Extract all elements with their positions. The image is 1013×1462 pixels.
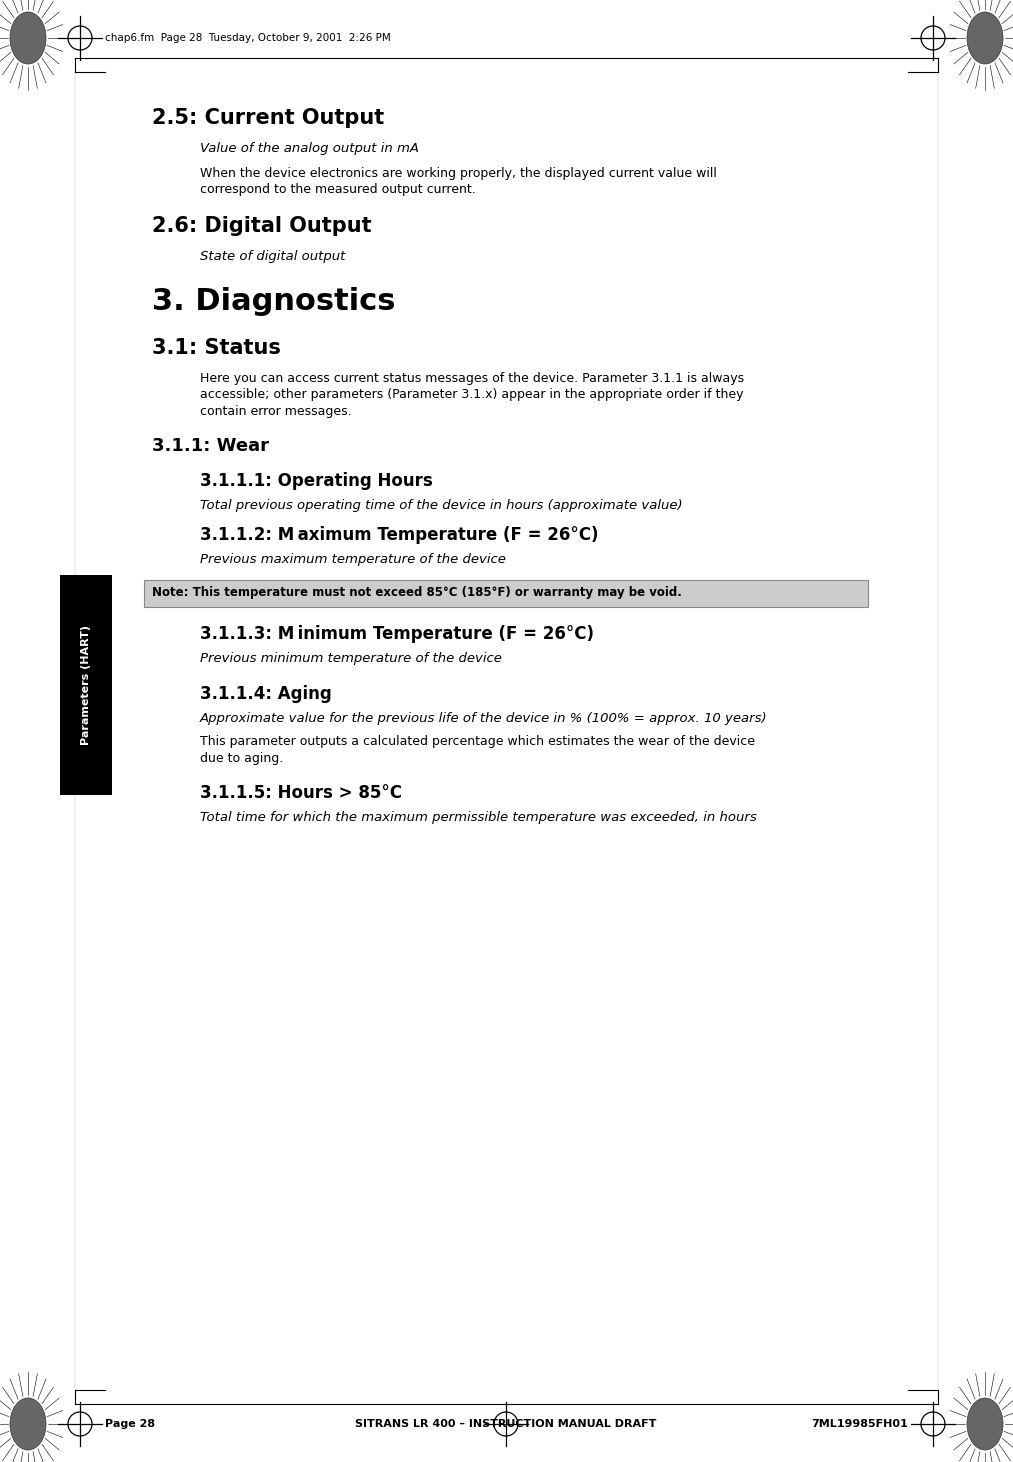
Ellipse shape: [967, 1398, 1003, 1450]
Text: Here you can access current status messages of the device. Parameter 3.1.1 is al: Here you can access current status messa…: [200, 371, 745, 385]
Text: When the device electronics are working properly, the displayed current value wi: When the device electronics are working …: [200, 167, 717, 180]
Text: chap6.fm  Page 28  Tuesday, October 9, 2001  2:26 PM: chap6.fm Page 28 Tuesday, October 9, 200…: [105, 34, 391, 42]
Text: SITRANS LR 400 – INSTRUCTION MANUAL DRAFT: SITRANS LR 400 – INSTRUCTION MANUAL DRAF…: [356, 1420, 656, 1428]
Ellipse shape: [10, 12, 46, 64]
Text: 3.1.1.1: Operating Hours: 3.1.1.1: Operating Hours: [200, 472, 433, 490]
Text: due to aging.: due to aging.: [200, 751, 284, 765]
Text: 3.1.1.3: M inimum Temperature (F = 26°C): 3.1.1.3: M inimum Temperature (F = 26°C): [200, 624, 594, 643]
Bar: [144, 580, 868, 607]
Ellipse shape: [10, 1398, 46, 1450]
Text: 2.5: Current Output: 2.5: Current Output: [152, 108, 384, 129]
Text: Page 28: Page 28: [105, 1420, 155, 1428]
Text: 3.1.1.4: Aging: 3.1.1.4: Aging: [200, 686, 331, 703]
Text: Value of the analog output in mA: Value of the analog output in mA: [200, 142, 419, 155]
Text: Previous maximum temperature of the device: Previous maximum temperature of the devi…: [200, 553, 505, 566]
Text: This parameter outputs a calculated percentage which estimates the wear of the d: This parameter outputs a calculated perc…: [200, 735, 755, 749]
Text: 7ML19985FH01: 7ML19985FH01: [811, 1420, 908, 1428]
Text: contain error messages.: contain error messages.: [200, 405, 352, 418]
Text: 3.1.1.5: Hours > 85°C: 3.1.1.5: Hours > 85°C: [200, 784, 402, 803]
Text: Parameters (HART): Parameters (HART): [81, 624, 91, 746]
Text: State of digital output: State of digital output: [200, 250, 345, 263]
Text: 3.1.1: Wear: 3.1.1: Wear: [152, 437, 269, 455]
Text: Note: This temperature must not exceed 85°C (185°F) or warranty may be void.: Note: This temperature must not exceed 8…: [152, 586, 682, 599]
Ellipse shape: [967, 12, 1003, 64]
Text: correspond to the measured output current.: correspond to the measured output curren…: [200, 183, 476, 196]
Text: Total time for which the maximum permissible temperature was exceeded, in hours: Total time for which the maximum permiss…: [200, 811, 757, 825]
Text: 3. Diagnostics: 3. Diagnostics: [152, 287, 395, 316]
Text: Total previous operating time of the device in hours (approximate value): Total previous operating time of the dev…: [200, 499, 683, 512]
Bar: [60, 575, 112, 795]
Text: 2.6: Digital Output: 2.6: Digital Output: [152, 216, 372, 235]
Text: 3.1: Status: 3.1: Status: [152, 338, 281, 358]
Text: accessible; other parameters (Parameter 3.1.x) appear in the appropriate order i: accessible; other parameters (Parameter …: [200, 389, 744, 402]
Text: 3.1.1.2: M aximum Temperature (F = 26°C): 3.1.1.2: M aximum Temperature (F = 26°C): [200, 526, 599, 544]
Text: Previous minimum temperature of the device: Previous minimum temperature of the devi…: [200, 652, 501, 665]
Text: Approximate value for the previous life of the device in % (100% = approx. 10 ye: Approximate value for the previous life …: [200, 712, 768, 725]
